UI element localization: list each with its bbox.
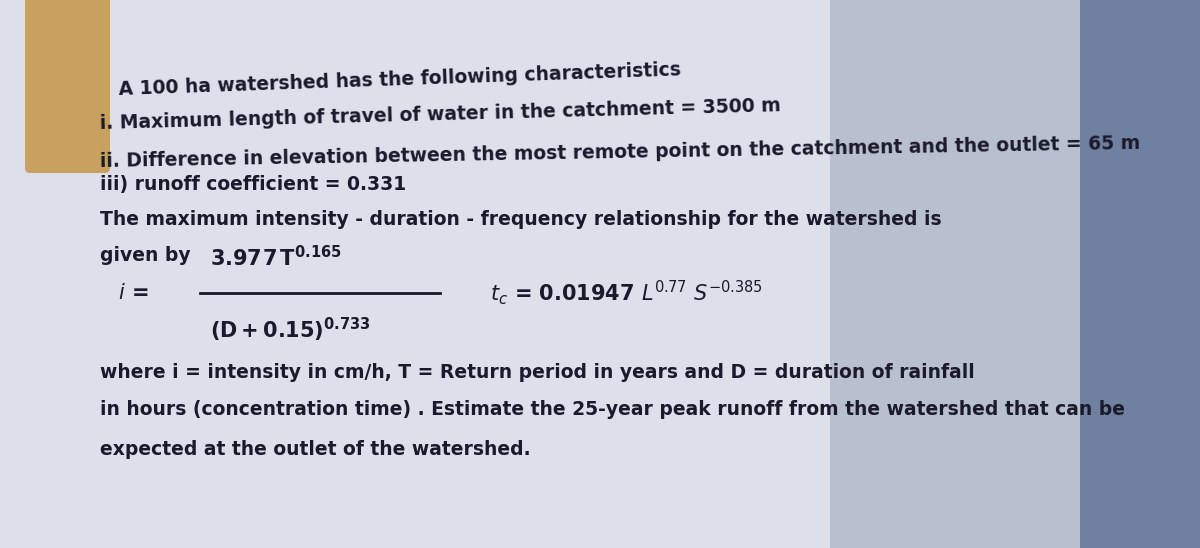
Text: given by: given by bbox=[100, 246, 191, 265]
Text: iii) runoff coefficient = 0.331: iii) runoff coefficient = 0.331 bbox=[100, 175, 406, 194]
Text: where i = intensity in cm/h, T = Return period in years and D = duration of rain: where i = intensity in cm/h, T = Return … bbox=[100, 363, 974, 382]
Text: $\mathit{t_c}$ = 0.01947 $L^{0.77}$ $S^{-0.385}$: $\mathit{t_c}$ = 0.01947 $L^{0.77}$ $S^{… bbox=[490, 278, 763, 307]
Text: i. Maximum length of travel of water in the catchment = 3500 m: i. Maximum length of travel of water in … bbox=[100, 96, 781, 133]
FancyBboxPatch shape bbox=[25, 0, 110, 173]
Text: The maximum intensity - duration - frequency relationship for the watershed is: The maximum intensity - duration - frequ… bbox=[100, 210, 942, 229]
Bar bbox=[830, 0, 1080, 548]
Text: expected at the outlet of the watershed.: expected at the outlet of the watershed. bbox=[100, 440, 530, 459]
Text: $\mathbf{3.977\,T^{0.165}}$: $\mathbf{3.977\,T^{0.165}}$ bbox=[210, 245, 342, 270]
Text: in hours (concentration time) . Estimate the 25-year peak runoff from the waters: in hours (concentration time) . Estimate… bbox=[100, 400, 1126, 419]
Text: $\mathbf{(D+0.15)^{0.733}}$: $\mathbf{(D+0.15)^{0.733}}$ bbox=[210, 316, 371, 344]
Text: ii. Difference in elevation between the most remote point on the catchment and t: ii. Difference in elevation between the … bbox=[100, 134, 1141, 171]
Bar bbox=[0, 0, 830, 548]
Text: A 100 ha watershed has the following characteristics: A 100 ha watershed has the following cha… bbox=[118, 60, 680, 99]
Bar bbox=[1080, 0, 1200, 548]
Text: $\it{i}$ =: $\it{i}$ = bbox=[118, 283, 149, 303]
